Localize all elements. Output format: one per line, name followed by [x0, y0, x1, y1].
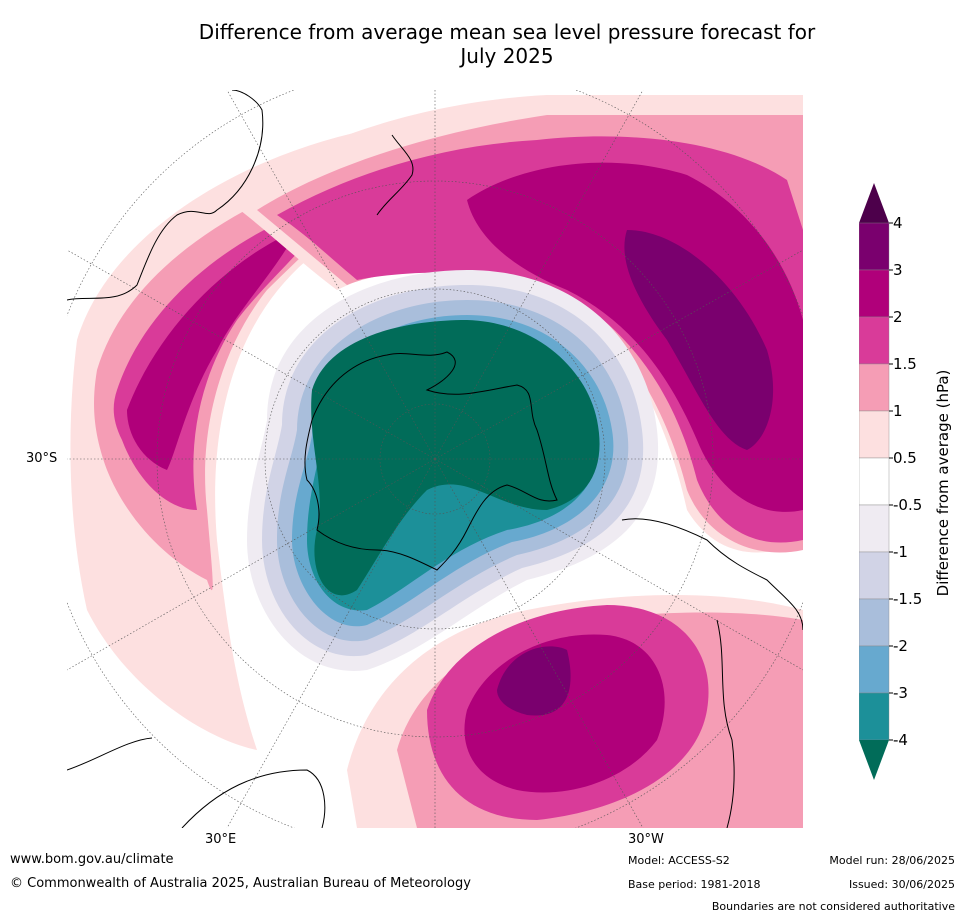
- colorbar-tick-label: 3: [893, 261, 903, 279]
- anomaly-positive-atlantic: [347, 595, 803, 828]
- colorbar-bin: [859, 645, 890, 694]
- colorbar-tick-label: -4: [893, 731, 908, 749]
- colorbar-ticks: 4 3 2 1.5 1 0.5 -0.5 -1 -1.5 -2 -3 -4: [889, 214, 922, 749]
- south-america-coastline: [621, 518, 803, 828]
- colorbar-bin: [859, 410, 890, 459]
- new-zealand-coastline: [376, 134, 414, 216]
- colorbar-extend-low: [859, 740, 889, 780]
- colorbar-bin: [859, 504, 890, 553]
- footer-copyright: © Commonwealth of Australia 2025, Austra…: [10, 876, 471, 891]
- footer-disclaimer: Boundaries are not considered authoritat…: [711, 900, 955, 913]
- lat-label-30s: 30°S: [26, 451, 58, 466]
- colorbar-tick-label: -1: [893, 543, 908, 561]
- footer-model: Model: ACCESS-S2: [628, 854, 730, 867]
- pressure-anomaly-map: [67, 90, 803, 828]
- africa-coastline: [67, 737, 326, 828]
- colorbar-bin: [859, 551, 890, 600]
- footer-model-run: Model run: 28/06/2025: [829, 854, 955, 867]
- colorbar-bin: [859, 269, 890, 318]
- colorbar-bin: [859, 598, 890, 647]
- coastlines: [67, 90, 803, 828]
- footer-base-period: Base period: 1981-2018: [628, 878, 761, 891]
- footer-issued: Issued: 30/06/2025: [848, 878, 955, 891]
- colorbar-bins: [859, 183, 890, 780]
- colorbar-bin: [859, 222, 890, 271]
- colorbar-tick-label: 2: [893, 308, 903, 326]
- colorbar-title: Difference from average (hPa): [934, 370, 952, 597]
- footer-url[interactable]: www.bom.gov.au/climate: [10, 852, 174, 867]
- colorbar-tick-label: -1.5: [893, 590, 922, 608]
- map-title: Difference from average mean sea level p…: [0, 20, 965, 68]
- title-line-1: Difference from average mean sea level p…: [198, 20, 816, 44]
- anomaly-positive-indian-ocean: [70, 130, 379, 750]
- colorbar-tick-label: -3: [893, 684, 908, 702]
- lon-label-30w: 30°W: [628, 832, 664, 847]
- colorbar-bin: [859, 692, 890, 741]
- graticule: [67, 90, 803, 828]
- colorbar-bin: [859, 363, 890, 412]
- lon-label-30e: 30°E: [205, 832, 237, 847]
- colorbar-bin: [859, 457, 890, 506]
- colorbar-extend-high: [859, 183, 889, 223]
- colorbar: 4 3 2 1.5 1 0.5 -0.5 -1 -1.5 -2 -3 -4 Difference fr…: [859, 183, 952, 780]
- anomaly-positive-pacific: [227, 95, 803, 553]
- colorbar-tick-label: -0.5: [893, 496, 922, 514]
- australia-coastline: [67, 90, 264, 301]
- colorbar-tick-label: -2: [893, 637, 908, 655]
- colorbar-bin: [859, 316, 890, 365]
- colorbar-tick-label: 0.5: [893, 449, 917, 467]
- colorbar-tick-label: 4: [893, 214, 903, 232]
- colorbar-tick-label: 1.5: [893, 355, 917, 373]
- anomaly-negative-antarctica: [247, 270, 659, 671]
- title-line-2: July 2025: [460, 44, 554, 68]
- colorbar-tick-label: 1: [893, 402, 903, 420]
- antarctica-coastline: [304, 351, 558, 571]
